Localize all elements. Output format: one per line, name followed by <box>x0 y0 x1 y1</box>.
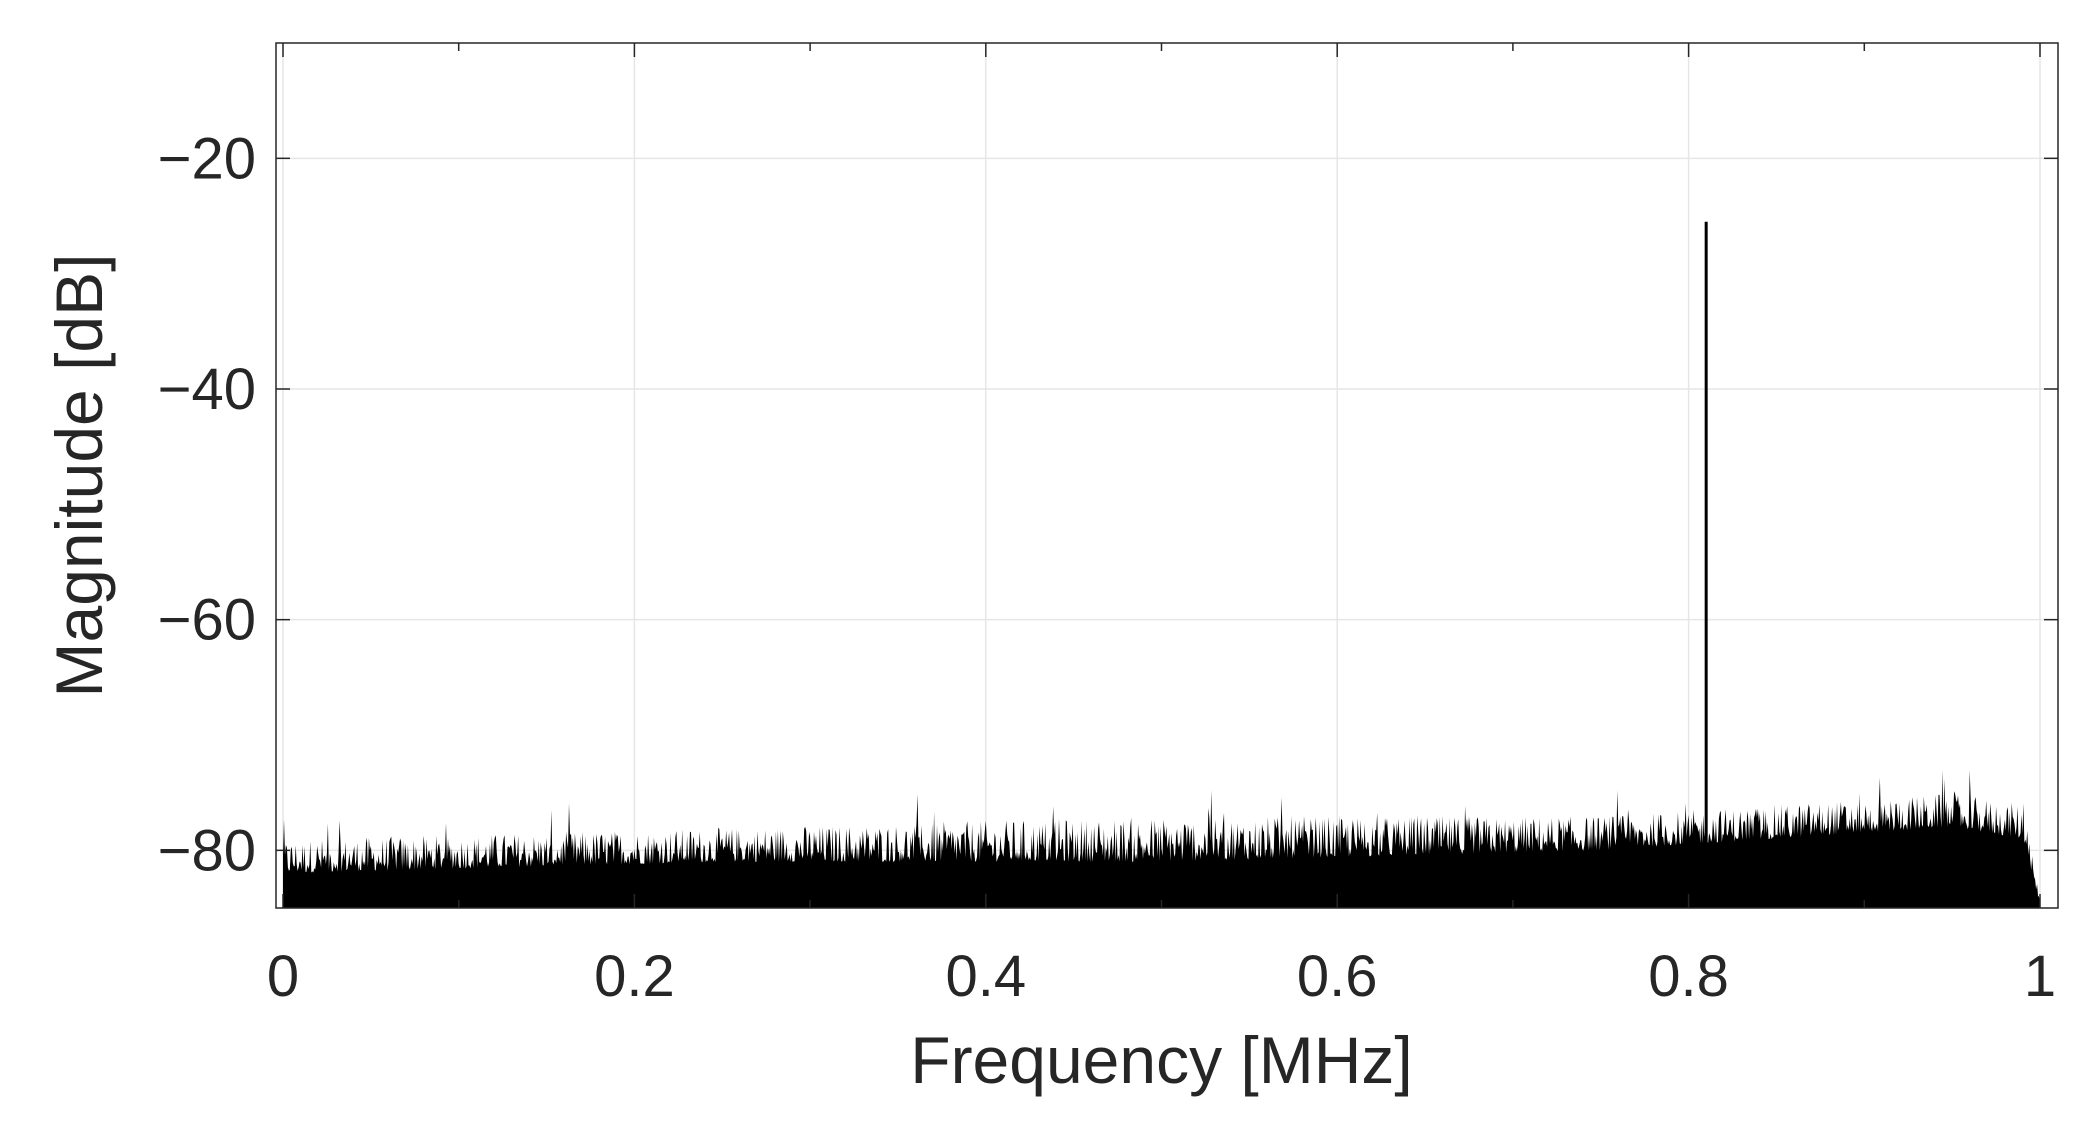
y-tick-label: −80 <box>158 818 256 883</box>
plot-area <box>283 221 2040 908</box>
x-tick-label: 0.2 <box>594 944 675 1009</box>
y-tick-label: −60 <box>158 588 256 653</box>
x-tick-label: 0.6 <box>1297 944 1378 1009</box>
x-tick-label: 0.4 <box>945 944 1026 1009</box>
x-tick-label: 1 <box>2024 944 2056 1009</box>
noise-floor-trace <box>283 769 2040 908</box>
y-tick-label: −20 <box>158 126 256 191</box>
y-tick-label: −40 <box>158 357 256 422</box>
y-axis-label: Magnitude [dB] <box>42 254 116 698</box>
x-tick-labels: 0 0.2 0.4 0.6 0.8 1 <box>267 944 2056 1009</box>
x-axis-label: Frequency [MHz] <box>910 1023 1412 1097</box>
x-tick-label: 0 <box>267 944 299 1009</box>
tick-marks <box>276 43 2058 908</box>
axes-box <box>275 42 2059 909</box>
grid <box>276 43 2058 908</box>
x-tick-label: 0.8 <box>1648 944 1729 1009</box>
y-tick-labels: −80 −60 −40 −20 <box>158 126 256 883</box>
